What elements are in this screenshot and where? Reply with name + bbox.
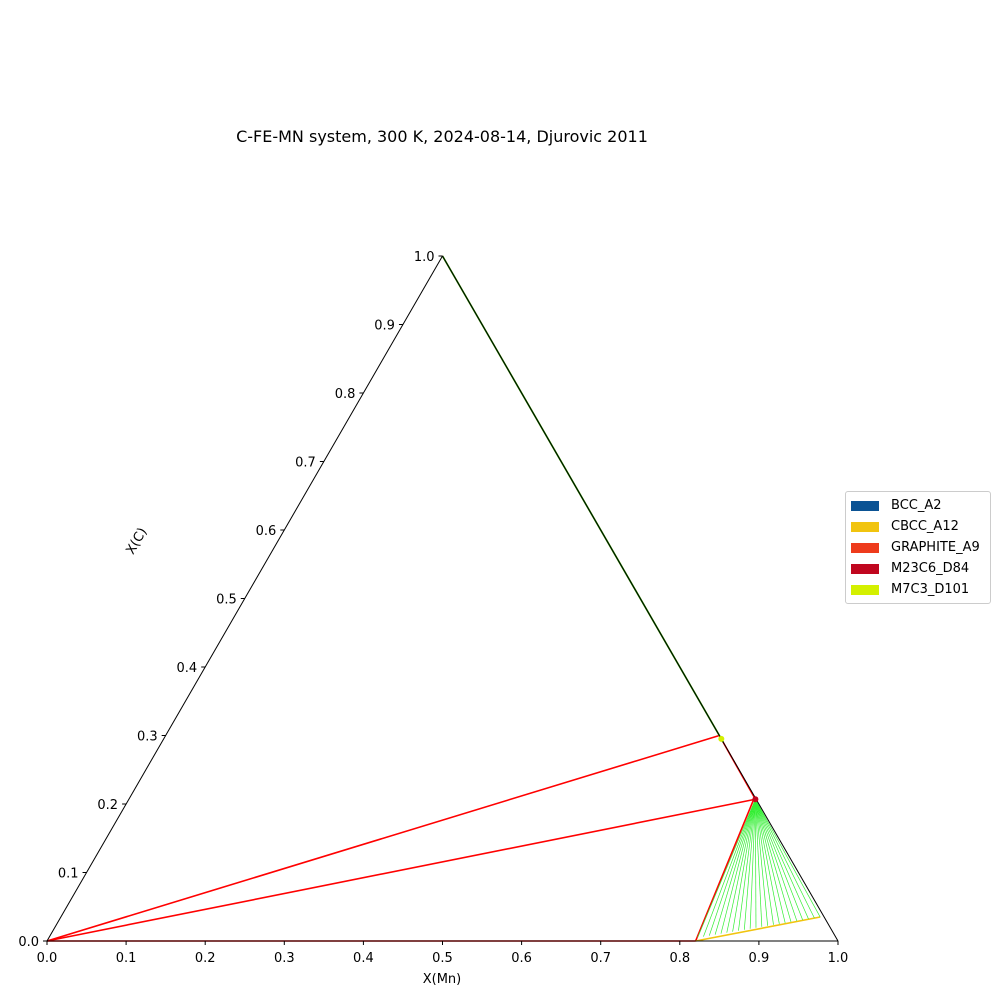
tie-line: [755, 799, 763, 927]
tie-line: [755, 799, 769, 926]
tie-line: [755, 799, 774, 925]
tie-line: [703, 799, 756, 937]
y-tick-label: 0.6: [256, 524, 277, 539]
boundary-line-m23c6_d84: [694, 798, 755, 942]
y-tick-label: 0.7: [295, 456, 316, 471]
marker-m7c3_d101: [718, 735, 725, 742]
tie-line: [726, 799, 756, 933]
y-tick-label: 1.0: [414, 250, 435, 265]
boundary-line-cbcc_a12: [695, 916, 821, 942]
tie-line: [720, 799, 756, 934]
tie-line: [755, 799, 815, 919]
tie-line: [749, 799, 756, 929]
x-tick-label: 0.6: [511, 951, 532, 966]
legend-label: BCC_A2: [891, 498, 942, 513]
x-tick-label: 0.1: [116, 951, 137, 966]
tie-line: [714, 799, 756, 935]
x-tick-label: 0.8: [669, 951, 690, 966]
legend-item: BCC_A2: [846, 495, 990, 516]
legend-label: M23C6_D84: [891, 561, 970, 576]
legend-swatch: [851, 584, 879, 595]
tie-line: [755, 799, 757, 928]
ternary-frame: [46, 255, 839, 942]
legend-label: CBCC_A12: [891, 519, 959, 534]
chart-title: C-FE-MN system, 300 K, 2024-08-14, Djuro…: [236, 127, 648, 146]
y-tick-label: 0.8: [335, 387, 356, 402]
x-tick-label: 0.3: [274, 951, 295, 966]
legend-swatch: [851, 563, 879, 574]
tie-line: [738, 799, 756, 931]
y-tick-label: 0.2: [97, 798, 118, 813]
x-tick-label: 0.0: [37, 951, 58, 966]
tie-line: [755, 799, 821, 918]
legend-swatch: [851, 500, 879, 511]
legend-label: M7C3_D101: [891, 582, 970, 597]
tie-line: [755, 799, 798, 922]
legend-item: M7C3_D101: [846, 579, 990, 600]
marker-m23c6_d84: [752, 796, 759, 803]
tie-line: [708, 799, 756, 936]
boundary-line-graphite_a9: [46, 734, 720, 942]
y-tick-label: 0.4: [177, 661, 198, 676]
y-tick-label: 0.3: [137, 730, 158, 745]
tie-line: [755, 799, 804, 921]
y-tick-label: 0.9: [374, 319, 395, 334]
x-tick-label: 0.2: [195, 951, 216, 966]
legend-item: GRAPHITE_A9: [846, 537, 990, 558]
x-axis-label: X(Mn): [423, 972, 462, 987]
legend: BCC_A2 CBCC_A12 GRAPHITE_A9 M23C6_D84 M7C3_D…: [845, 491, 991, 604]
tie-line: [755, 799, 792, 923]
boundary-line-graphite_a9: [46, 798, 756, 942]
tie-line: [732, 799, 756, 932]
legend-item: M23C6_D84: [846, 558, 990, 579]
tie-line: [697, 799, 756, 938]
hypotenuse-line: [442, 255, 839, 942]
tie-line: [743, 799, 756, 930]
tie-line: [755, 799, 809, 920]
tie-line: [755, 799, 786, 923]
legend-label: GRAPHITE_A9: [891, 540, 980, 555]
legend-swatch: [851, 542, 879, 553]
x-tick-label: 0.9: [749, 951, 770, 966]
tie-line: [755, 799, 780, 924]
y-axis-label: X(C): [123, 525, 150, 557]
y-tick-label: 0.5: [216, 593, 237, 608]
y-tick-label: 0.1: [58, 867, 79, 882]
x-tick-label: 0.5: [432, 951, 453, 966]
phase-boundaries: [46, 255, 821, 942]
tie-lines: [697, 799, 821, 938]
y-tick-label: 0.0: [18, 935, 39, 950]
x-tick-label: 0.4: [353, 951, 374, 966]
legend-item: CBCC_A12: [846, 516, 990, 537]
phase-markers: [718, 735, 759, 803]
x-tick-label: 1.0: [828, 951, 849, 966]
legend-swatch: [851, 521, 879, 532]
x-tick-label: 0.7: [590, 951, 611, 966]
axis-ticks: 0.0 0.1 0.2 0.3 0.4 0.5 0.6 0.7 0.8 0.9 1.0 0.0 0.1 0…: [18, 250, 848, 966]
